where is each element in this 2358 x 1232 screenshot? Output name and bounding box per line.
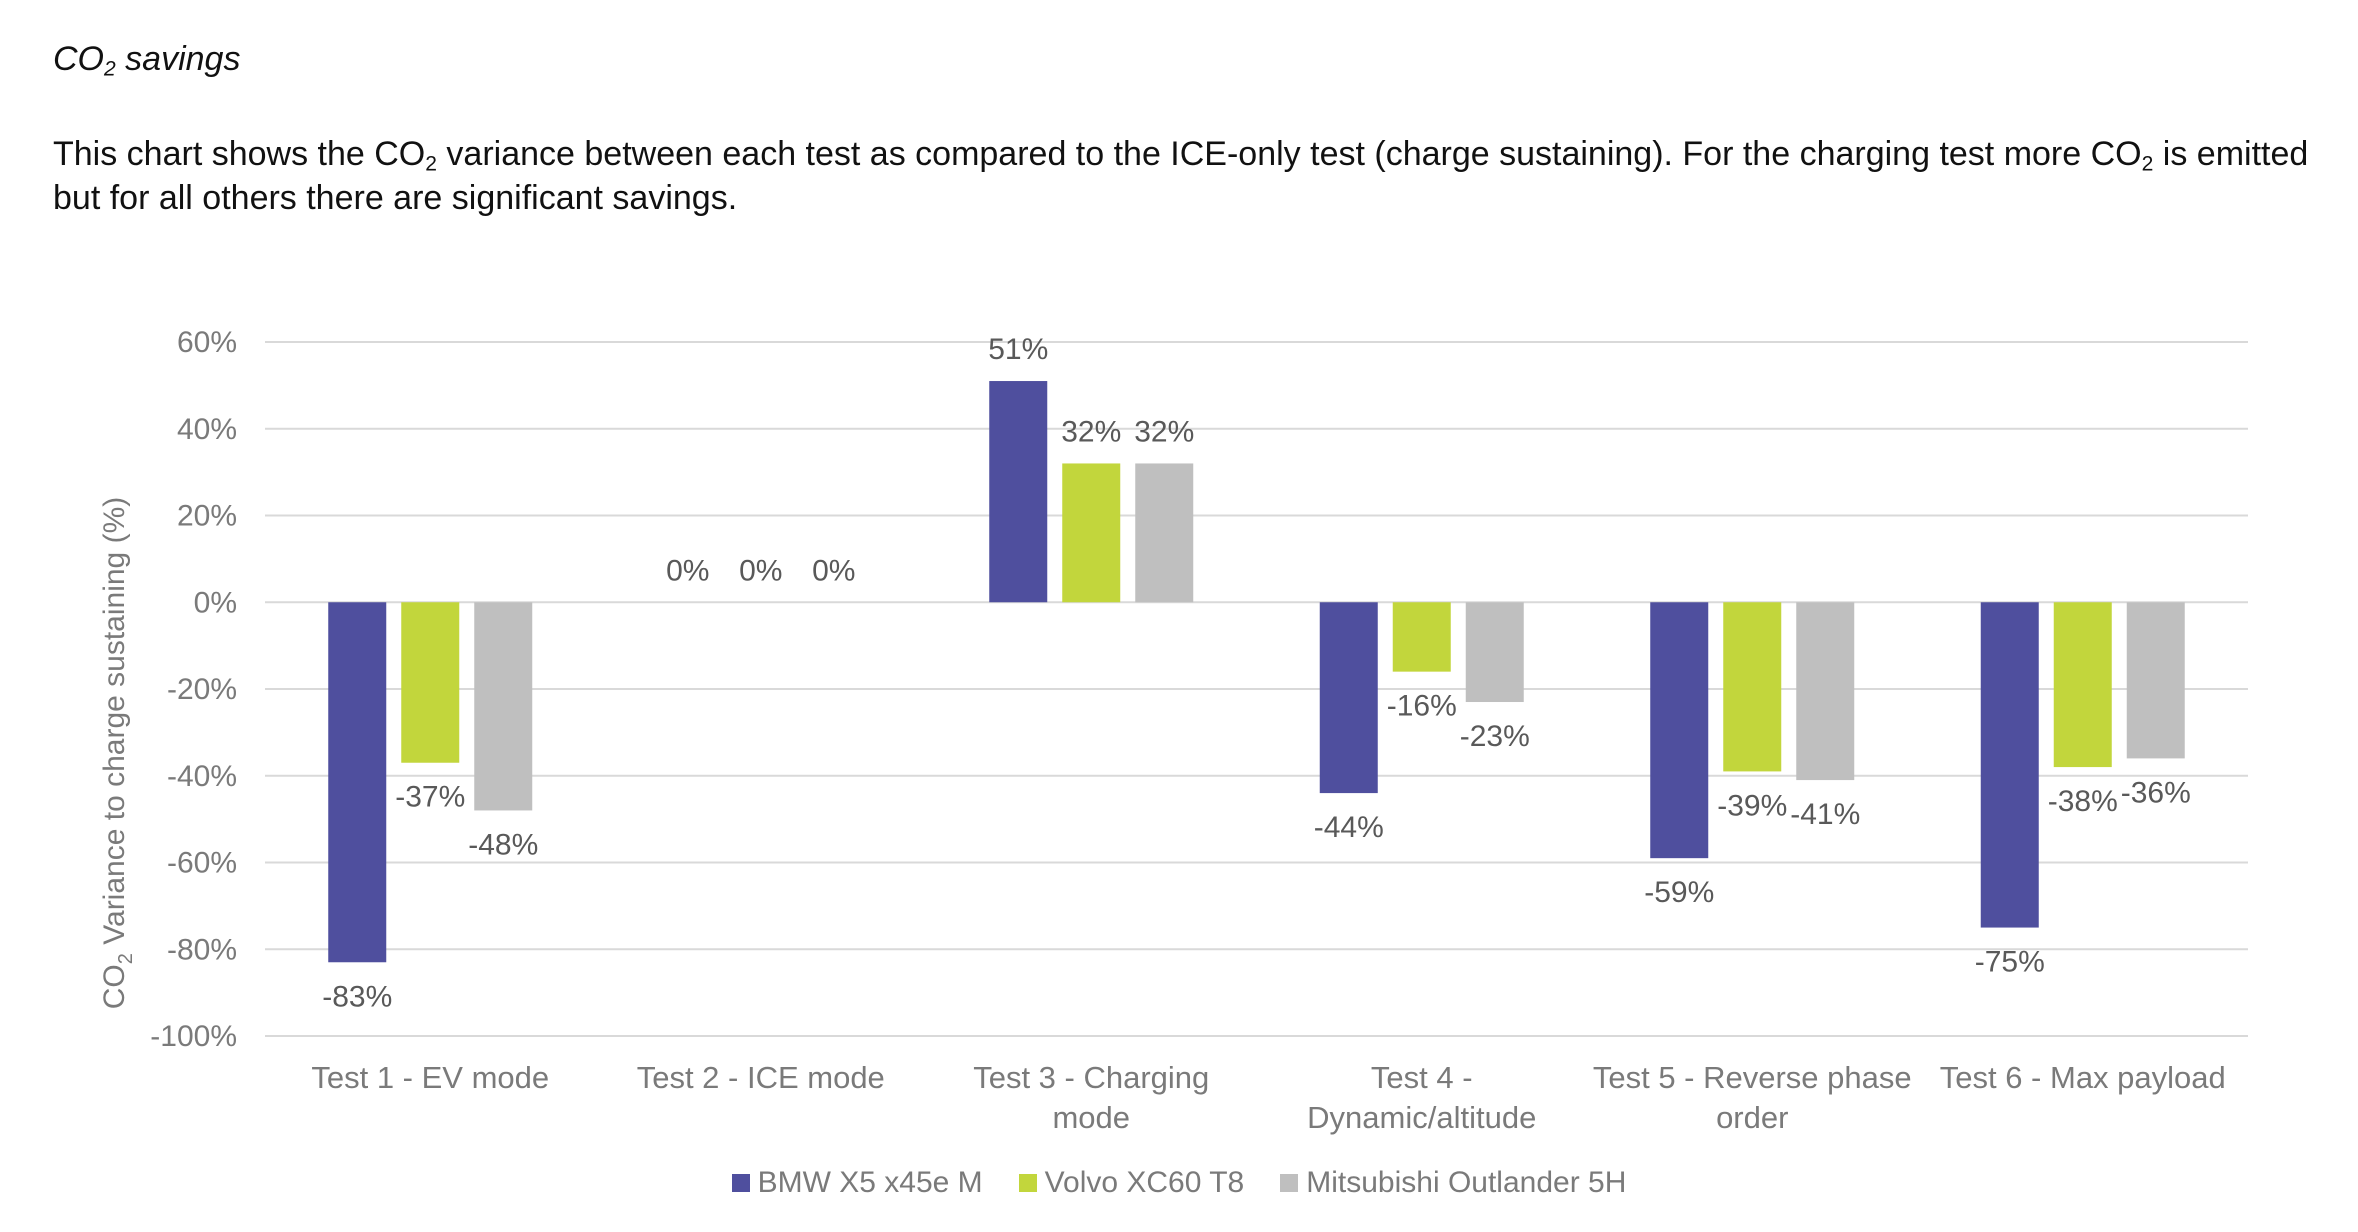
data-label: -75% (1975, 946, 2045, 979)
legend-label: Volvo XC60 T8 (1044, 1166, 1245, 1199)
x-category-label: Test 5 - Reverse phase order (1593, 1060, 1912, 1135)
gridlines (265, 341, 2248, 1037)
bar (474, 602, 533, 811)
y-axis-ticks: 60% 40% 20% 0% -20% -40% -60% -80% -100% (150, 326, 237, 1053)
legend-label: BMW X5 x45e M (757, 1166, 983, 1199)
x-category-label: Test 3 - Charging mode (973, 1060, 1209, 1135)
y-axis-label: CO2 Variance to charge sustaining (%) (98, 497, 137, 1009)
data-label: 51% (988, 333, 1048, 366)
section-heading: CO2 savings (53, 40, 241, 81)
x-category-label: Test 6 - Max payload (1940, 1060, 2226, 1095)
y-tick-label: 40% (177, 413, 237, 446)
data-label: -48% (468, 828, 538, 861)
y-tick-label: 20% (177, 500, 237, 533)
data-label: 0% (739, 554, 782, 587)
legend-item: Mitsubishi Outlander 5H (1280, 1166, 1626, 1200)
legend-swatch (731, 1174, 750, 1192)
x-category-label: Test 4 -Dynamic/altitude (1307, 1060, 1536, 1135)
y-tick-label: -60% (167, 847, 237, 880)
data-label: 0% (666, 554, 709, 587)
legend-item: BMW X5 x45e M (731, 1166, 983, 1200)
bar (1723, 602, 1782, 772)
bar (1980, 602, 2039, 928)
bar (1135, 463, 1194, 603)
legend-swatch (1280, 1174, 1299, 1192)
legend: BMW X5 x45e M Volvo XC60 T8 Mitsubishi Out… (0, 1166, 2358, 1200)
bar (2126, 602, 2185, 759)
x-axis-categories: Test 1 - EV mode Test 2 - ICE mode Test 3 … (311, 1060, 2225, 1135)
data-label: -36% (2121, 776, 2191, 809)
data-label: -59% (1644, 876, 1714, 909)
y-tick-label: -80% (167, 933, 237, 966)
bar (1796, 602, 1855, 781)
data-label: -23% (1460, 720, 1530, 753)
legend-swatch (1018, 1174, 1037, 1192)
data-label: 32% (1134, 415, 1194, 448)
data-label: 0% (812, 554, 855, 587)
bar (1650, 602, 1709, 859)
bar-chart: 60% 40% 20% 0% -20% -40% -60% -80% -100% -83% -37… (98, 326, 2248, 1135)
bar (2053, 602, 2112, 768)
y-tick-label: 0% (194, 586, 237, 619)
y-tick-label: 60% (177, 326, 237, 359)
x-category-label: Test 1 - EV mode (311, 1060, 549, 1095)
bar (1392, 602, 1451, 672)
bar (328, 602, 387, 963)
legend-item: Volvo XC60 T8 (1018, 1166, 1245, 1200)
data-label: -39% (1717, 789, 1787, 822)
data-label: -16% (1387, 690, 1457, 723)
y-tick-label: -100% (150, 1020, 237, 1053)
x-category-label: Test 2 - ICE mode (637, 1060, 885, 1095)
data-label: 32% (1061, 415, 1121, 448)
data-label: -41% (1790, 798, 1860, 831)
bar (1062, 463, 1121, 603)
y-tick-label: -40% (167, 760, 237, 793)
bar (989, 381, 1048, 603)
intro-paragraph: This chart shows the CO2 variance betwee… (53, 135, 2309, 217)
bar (401, 602, 460, 763)
data-labels: -83% -37%-48% 0% 0% 0% 51% 32% 32% -44% -16%-23% -… (322, 333, 2191, 1013)
data-label: -37% (395, 781, 465, 814)
bar (1319, 602, 1378, 794)
bar (1465, 602, 1524, 703)
data-label: -83% (322, 980, 392, 1013)
legend-label: Mitsubishi Outlander 5H (1306, 1166, 1627, 1199)
data-label: -44% (1314, 811, 1384, 844)
y-tick-label: -20% (167, 673, 237, 706)
bars (328, 381, 2185, 963)
data-label: -38% (2048, 785, 2118, 818)
